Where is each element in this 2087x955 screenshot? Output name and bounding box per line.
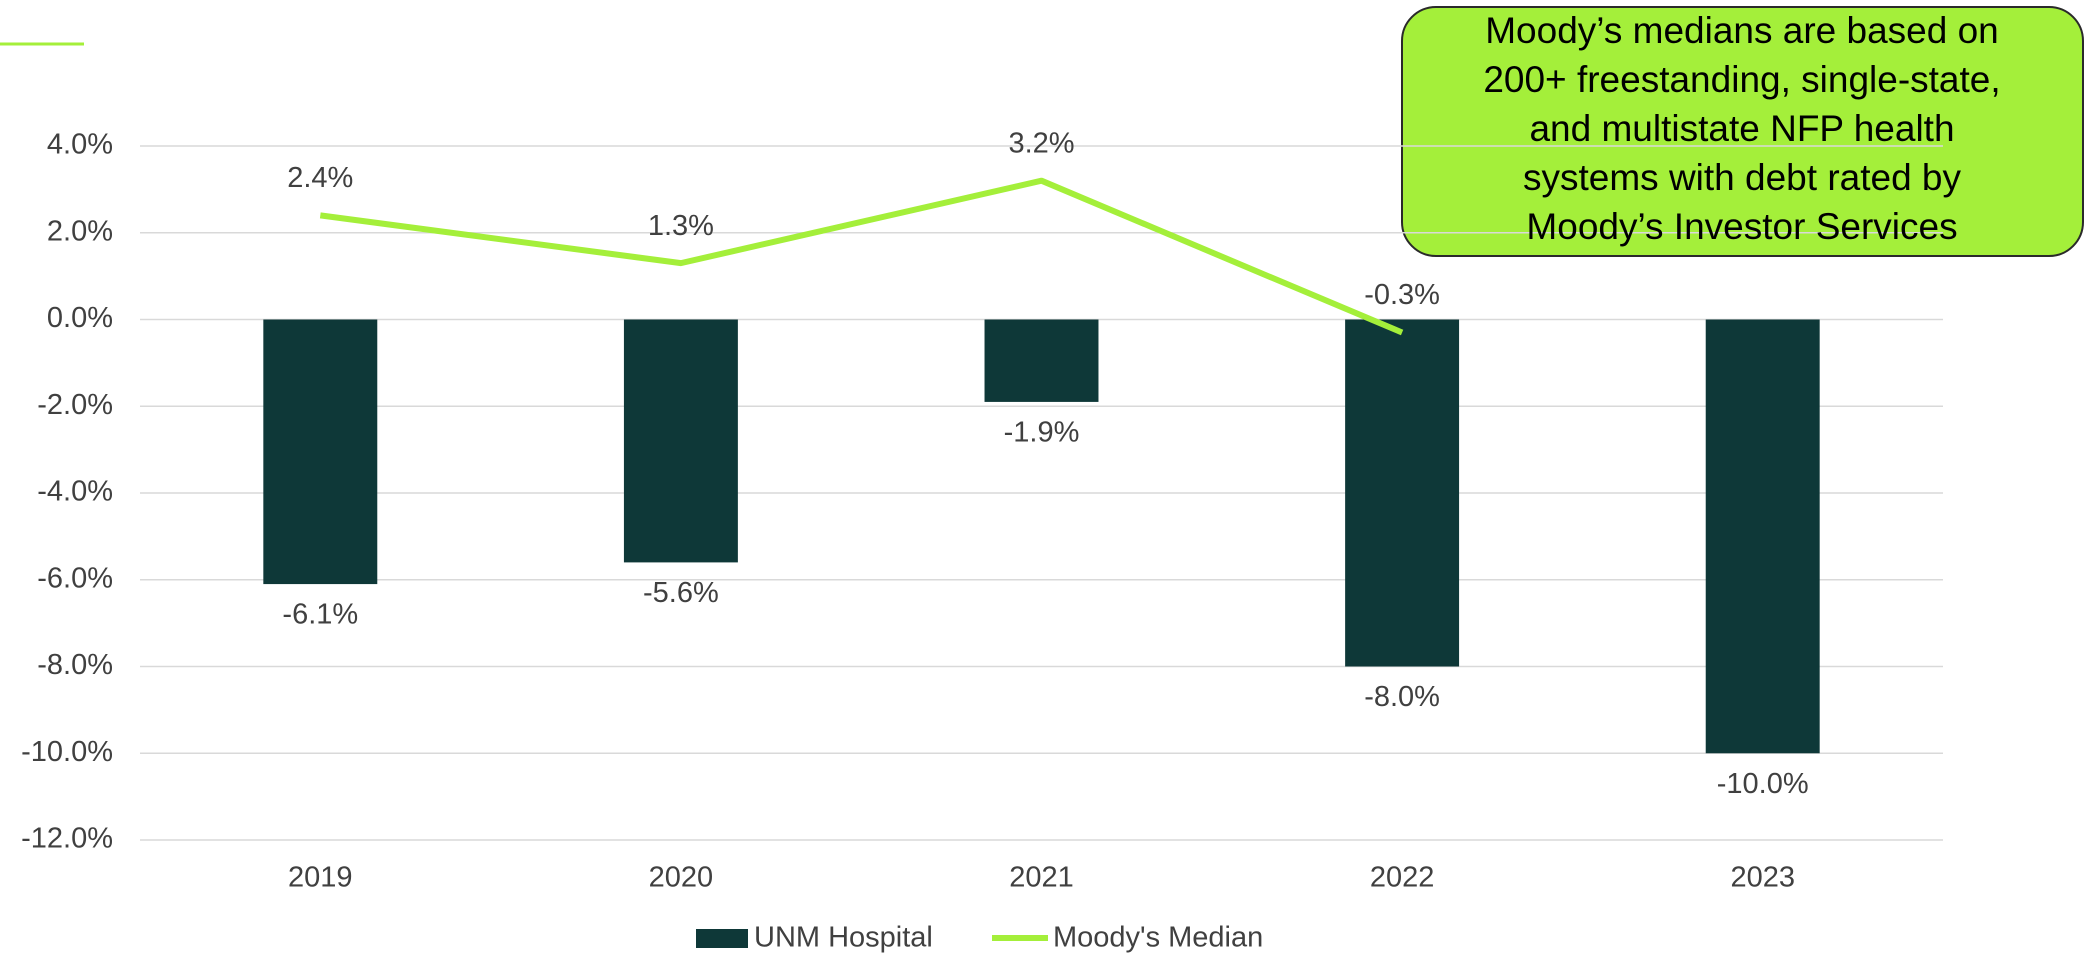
data-label: -10.0% <box>1717 768 1809 800</box>
legend-label: Moody's Median <box>1053 922 1263 954</box>
bar <box>263 319 378 585</box>
bar <box>623 319 738 563</box>
bar <box>1345 319 1460 667</box>
y-tick-label: 4.0% <box>47 129 113 161</box>
y-tick-label: 0.0% <box>47 302 113 334</box>
data-label: -8.0% <box>1364 681 1440 713</box>
data-label: 3.2% <box>1008 127 1074 159</box>
x-tick-label: 2020 <box>649 862 714 894</box>
x-tick-label: 2019 <box>288 862 353 894</box>
data-label: 1.3% <box>648 210 714 242</box>
y-tick-label: -2.0% <box>37 389 113 421</box>
data-label: 2.4% <box>287 162 353 194</box>
y-tick-label: 2.0% <box>47 215 113 247</box>
bar <box>984 319 1099 402</box>
legend-swatch <box>696 929 748 948</box>
y-tick-label: -4.0% <box>37 476 113 508</box>
annotation-text: Moody’s medians are based on <box>1485 10 1999 51</box>
annotation-text: Moody’s Investor Services <box>1526 206 1957 247</box>
data-label: -6.1% <box>282 599 358 631</box>
annotation-box <box>1401 6 2084 257</box>
annotation-text: systems with debt rated by <box>1523 157 1962 198</box>
legend-label: UNM Hospital <box>754 922 933 954</box>
y-tick-label: -10.0% <box>21 736 113 768</box>
x-tick-label: 2022 <box>1370 862 1435 894</box>
y-tick-label: -12.0% <box>21 823 113 855</box>
data-label: -0.3% <box>1364 279 1440 311</box>
line <box>319 177 1404 336</box>
data-label: -5.6% <box>643 577 719 609</box>
data-label: -1.9% <box>1004 417 1080 449</box>
bar <box>1705 319 1820 754</box>
y-tick-label: -8.0% <box>37 649 113 681</box>
annotation-text: and multistate NFP health <box>1529 108 1954 149</box>
annotation-text: 200+ freestanding, single-state, <box>1483 59 2000 100</box>
y-tick-label: -6.0% <box>37 562 113 594</box>
x-tick-label: 2021 <box>1009 862 1074 894</box>
x-tick-label: 2023 <box>1730 862 1795 894</box>
